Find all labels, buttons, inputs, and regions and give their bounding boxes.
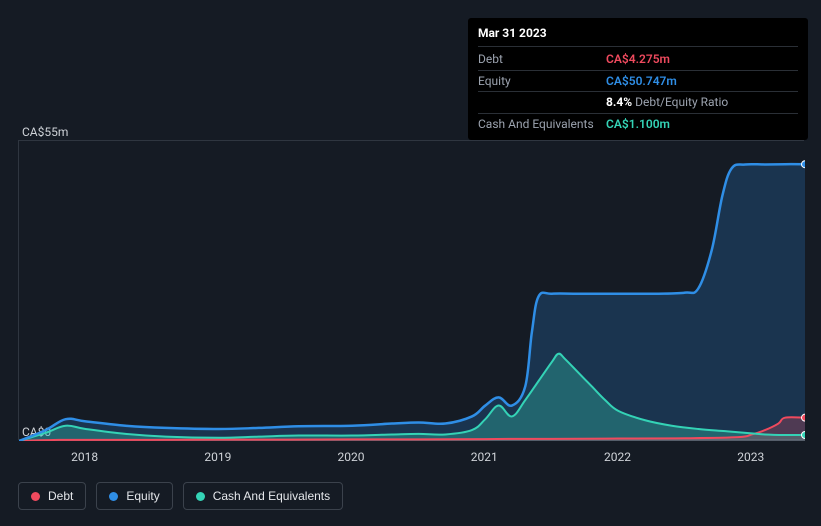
tooltip-row-label: Equity: [478, 74, 606, 88]
tooltip-row-value: CA$1.100m: [606, 117, 670, 131]
y-axis-max-label: CA$55m: [22, 125, 68, 139]
tooltip-row-label: Cash And Equivalents: [478, 117, 606, 131]
x-axis-tick-label: 2019: [204, 450, 231, 464]
series-end-marker: [802, 432, 806, 439]
legend-item-label: Cash And Equivalents: [213, 489, 330, 503]
legend-item-label: Equity: [126, 489, 159, 503]
legend-item[interactable]: Debt: [18, 482, 86, 510]
tooltip-row: EquityCA$50.747m: [478, 71, 798, 92]
series-area: [19, 164, 805, 441]
tooltip-row-label: Debt: [478, 52, 606, 66]
x-axis-tick-label: 2022: [604, 450, 631, 464]
series-end-marker: [802, 414, 806, 421]
legend-item[interactable]: Cash And Equivalents: [183, 482, 343, 510]
tooltip-row: 8.4% Debt/Equity Ratio: [478, 92, 798, 113]
tooltip-date: Mar 31 2023: [478, 26, 798, 47]
legend-item-label: Debt: [48, 489, 73, 503]
x-axis-tick-label: 2020: [338, 450, 365, 464]
tooltip-row-value: 8.4% Debt/Equity Ratio: [606, 95, 728, 109]
tooltip-row-value: CA$50.747m: [606, 74, 677, 88]
legend-dot-icon: [31, 492, 40, 501]
x-axis-tick-label: 2018: [71, 450, 98, 464]
legend-item[interactable]: Equity: [96, 482, 172, 510]
x-axis-tick-label: 2021: [471, 450, 498, 464]
legend-dot-icon: [109, 492, 118, 501]
legend-dot-icon: [196, 492, 205, 501]
x-axis-tick-label: 2023: [737, 450, 764, 464]
chart-container: Mar 31 2023 DebtCA$4.275mEquityCA$50.747…: [0, 0, 821, 526]
tooltip-row-label: [478, 95, 606, 109]
plot-area[interactable]: [18, 140, 804, 440]
tooltip-row: Cash And EquivalentsCA$1.100m: [478, 114, 798, 134]
chart-tooltip: Mar 31 2023 DebtCA$4.275mEquityCA$50.747…: [468, 18, 808, 140]
tooltip-row-value: CA$4.275m: [606, 52, 670, 66]
chart-svg: [19, 141, 805, 441]
tooltip-row: DebtCA$4.275m: [478, 49, 798, 70]
chart-legend: Debt Equity Cash And Equivalents: [18, 482, 343, 510]
series-end-marker: [802, 161, 806, 168]
